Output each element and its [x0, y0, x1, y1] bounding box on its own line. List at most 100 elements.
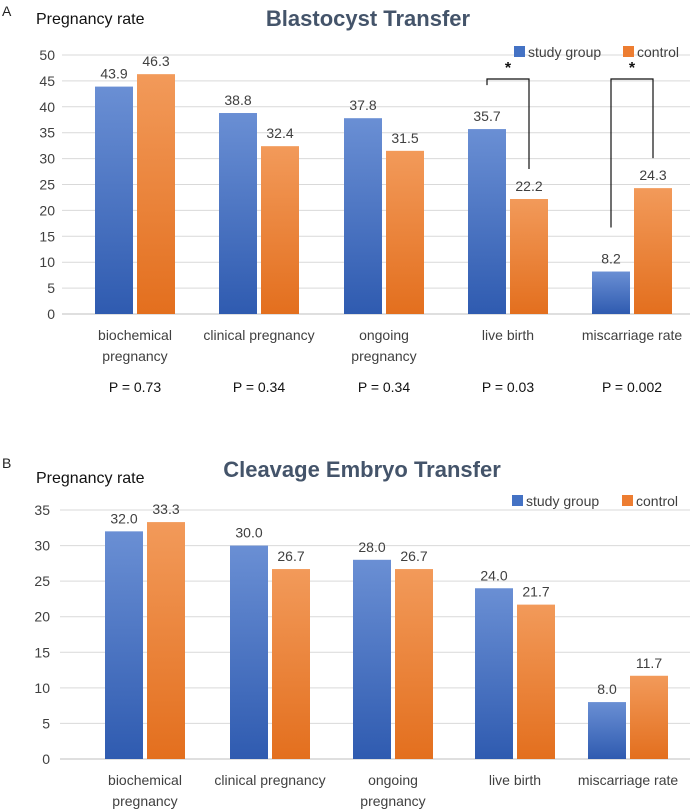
- significance-marker: *: [629, 60, 636, 77]
- bar-control: [137, 74, 175, 314]
- chart-title-a: Blastocyst Transfer: [266, 6, 471, 31]
- data-label: 31.5: [391, 130, 418, 146]
- bar-control: [272, 569, 310, 759]
- legend-swatch-study: [514, 46, 525, 57]
- bar-study-group: [588, 702, 626, 759]
- legend-swatch-study: [512, 495, 523, 506]
- data-labels-a: 43.9 38.8 37.8 35.7 8.2 46.3 32.4 31.5 22.2 24.3: [100, 53, 666, 266]
- significance-brackets-a: * *: [486, 60, 654, 228]
- y-tick-label: 45: [39, 73, 55, 89]
- y-tick-label: 20: [39, 202, 55, 218]
- data-label: 46.3: [142, 53, 169, 69]
- y-tick-label: 0: [47, 306, 55, 322]
- y-tick-labels-b: 0 5 10 15 20 25 30 35: [34, 502, 50, 767]
- data-label: 26.7: [400, 548, 427, 564]
- bar-study-group: [344, 118, 382, 314]
- bar-control: [261, 146, 299, 314]
- p-values-a: P = 0.73 P = 0.34 P = 0.34 P = 0.03 P = 0.00…: [109, 379, 662, 395]
- significance-marker: *: [505, 60, 512, 77]
- y-tick-label: 20: [34, 609, 50, 625]
- y-axis-title-a: Pregnancy rate: [36, 11, 145, 28]
- significance-bracket: [610, 78, 654, 228]
- category-label: clinical pregnancy: [214, 772, 325, 788]
- bar-control: [395, 569, 433, 759]
- category-labels-a: biochemical pregnancy clinical pregnancy on…: [98, 327, 682, 364]
- panel-label-b: B: [2, 455, 11, 471]
- y-tick-label: 5: [42, 715, 50, 731]
- category-label: pregnancy: [351, 348, 416, 364]
- p-value-label: P = 0.73: [109, 379, 162, 395]
- y-tick-label: 25: [34, 573, 50, 589]
- chart-panel-b: B Pregnancy rate Cleavage Embryo Transfe…: [2, 455, 690, 809]
- chart-panel-a: A Pregnancy rate Blastocyst Transfer 0 5 1…: [2, 3, 690, 395]
- y-tick-label: 40: [39, 99, 55, 115]
- category-label: pregnancy: [360, 793, 425, 809]
- bar-control: [517, 604, 555, 759]
- y-tick-label: 30: [39, 151, 55, 167]
- significance-bracket: [486, 78, 530, 170]
- p-value-label: P = 0.34: [358, 379, 411, 395]
- y-tick-label: 10: [39, 254, 55, 270]
- p-value-label: P = 0.03: [482, 379, 535, 395]
- y-tick-label: 0: [42, 751, 50, 767]
- category-label: live birth: [482, 327, 534, 343]
- category-label: pregnancy: [112, 793, 177, 809]
- bar-study-group: [219, 113, 257, 315]
- p-value-label: P = 0.002: [602, 379, 662, 395]
- data-label: 38.8: [224, 92, 251, 108]
- y-axis-title-b: Pregnancy rate: [36, 470, 145, 487]
- panel-label-a: A: [2, 3, 12, 19]
- data-label: 22.2: [515, 178, 542, 194]
- data-label: 32.4: [266, 125, 293, 141]
- y-tick-labels-a: 0 5 10 15 20 25 30 35 40 45 50: [39, 47, 55, 322]
- legend-swatch-control: [623, 46, 634, 57]
- bar-study-group: [353, 559, 391, 759]
- data-label: 8.2: [601, 251, 621, 267]
- bar-control: [386, 150, 424, 314]
- data-label: 8.0: [597, 681, 617, 697]
- y-tick-label: 30: [34, 538, 50, 554]
- data-label: 26.7: [277, 548, 304, 564]
- y-tick-label: 15: [34, 644, 50, 660]
- bar-study-group: [475, 588, 513, 759]
- category-label: pregnancy: [102, 348, 167, 364]
- data-labels-b: 32.0 30.0 28.0 24.0 8.0 33.3 26.7 26.7 21.7 11.7: [110, 501, 662, 697]
- data-label: 21.7: [522, 584, 549, 600]
- legend-label-study: study group: [526, 493, 599, 509]
- data-label: 37.8: [349, 97, 376, 113]
- category-label: clinical pregnancy: [203, 327, 314, 343]
- data-label: 33.3: [152, 501, 179, 517]
- y-tick-label: 15: [39, 228, 55, 244]
- legend-label-control: control: [637, 44, 679, 60]
- y-tick-label: 35: [34, 502, 50, 518]
- category-label: biochemical: [108, 772, 182, 788]
- bar-study-group: [468, 129, 506, 314]
- data-label: 35.7: [473, 108, 500, 124]
- bar-control: [630, 675, 668, 759]
- category-label: ongoing: [359, 327, 409, 343]
- y-tick-label: 25: [39, 177, 55, 193]
- bar-control: [510, 199, 548, 314]
- category-label: miscarriage rate: [582, 327, 683, 343]
- category-label: biochemical: [98, 327, 172, 343]
- category-labels-b: biochemical pregnancy clinical pregnancy on…: [108, 772, 678, 809]
- bar-study-group: [95, 86, 133, 315]
- legend-b: study group control: [512, 493, 678, 509]
- legend-label-study: study group: [528, 44, 601, 60]
- category-label: ongoing: [368, 772, 418, 788]
- category-label: live birth: [489, 772, 541, 788]
- y-tick-label: 5: [47, 280, 55, 296]
- bar-study-group: [592, 271, 630, 314]
- bars-b: [105, 522, 668, 759]
- bar-control: [147, 522, 185, 759]
- bar-study-group: [105, 531, 143, 759]
- bars-a: [95, 74, 672, 315]
- legend-a: study group control: [514, 44, 679, 60]
- data-label: 28.0: [358, 539, 385, 555]
- y-tick-label: 10: [34, 680, 50, 696]
- legend-swatch-control: [622, 495, 633, 506]
- legend-label-control: control: [636, 493, 678, 509]
- data-label: 24.0: [480, 567, 507, 583]
- y-tick-label: 35: [39, 125, 55, 141]
